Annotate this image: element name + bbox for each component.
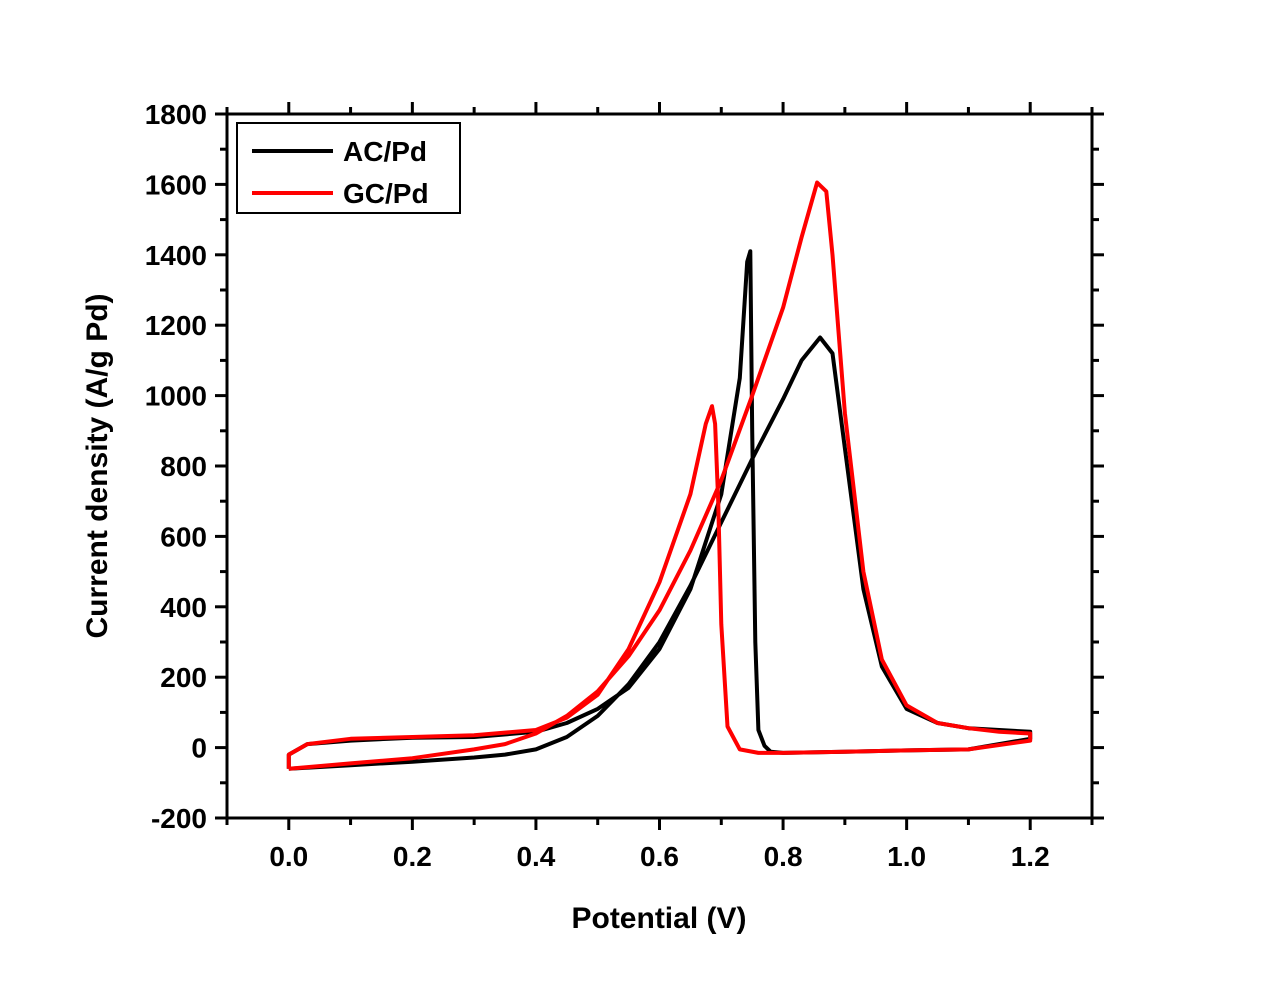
y-tick-label: 1600 xyxy=(145,169,207,200)
legend-label-gc-pd: GC/Pd xyxy=(343,178,429,209)
y-tick-label: 1200 xyxy=(145,310,207,341)
y-tick-label: 600 xyxy=(160,521,207,552)
x-tick-label: 1.0 xyxy=(887,841,926,872)
plot-frame xyxy=(225,112,1094,820)
legend-box xyxy=(236,122,461,214)
x-tick-label: 0.8 xyxy=(764,841,803,872)
x-tick-label: 0.6 xyxy=(640,841,679,872)
y-tick-label: 200 xyxy=(160,662,207,693)
legend-label-ac-pd: AC/Pd xyxy=(343,136,427,167)
legend: AC/Pd GC/Pd xyxy=(236,122,461,214)
series-line-gc-pd xyxy=(286,180,1033,771)
y-tick-label: 1800 xyxy=(145,99,207,130)
y-tick-label: 1400 xyxy=(145,240,207,271)
tick-labels: 0.0 0.2 0.4 0.6 0.8 1.0 1.2 -200 0 200 400 600 800 10… xyxy=(145,99,1050,872)
y-tick-label: 0 xyxy=(191,733,207,764)
x-tick-label: 0.2 xyxy=(393,841,432,872)
y-axis-title: Current density (A/g Pd) xyxy=(81,293,114,638)
y-tick-label: 1000 xyxy=(145,381,207,412)
x-tick-label: 0.0 xyxy=(269,841,308,872)
series-line-ac-pd xyxy=(286,249,1033,771)
y-tick-label: 800 xyxy=(160,451,207,482)
x-axis-title: Potential (V) xyxy=(571,902,746,935)
x-tick-label: 1.2 xyxy=(1011,841,1050,872)
axis-ticks xyxy=(215,102,1104,830)
x-tick-label: 0.4 xyxy=(516,841,555,872)
y-tick-label: 400 xyxy=(160,592,207,623)
y-tick-label: -200 xyxy=(151,803,207,834)
series-layer xyxy=(286,180,1033,771)
